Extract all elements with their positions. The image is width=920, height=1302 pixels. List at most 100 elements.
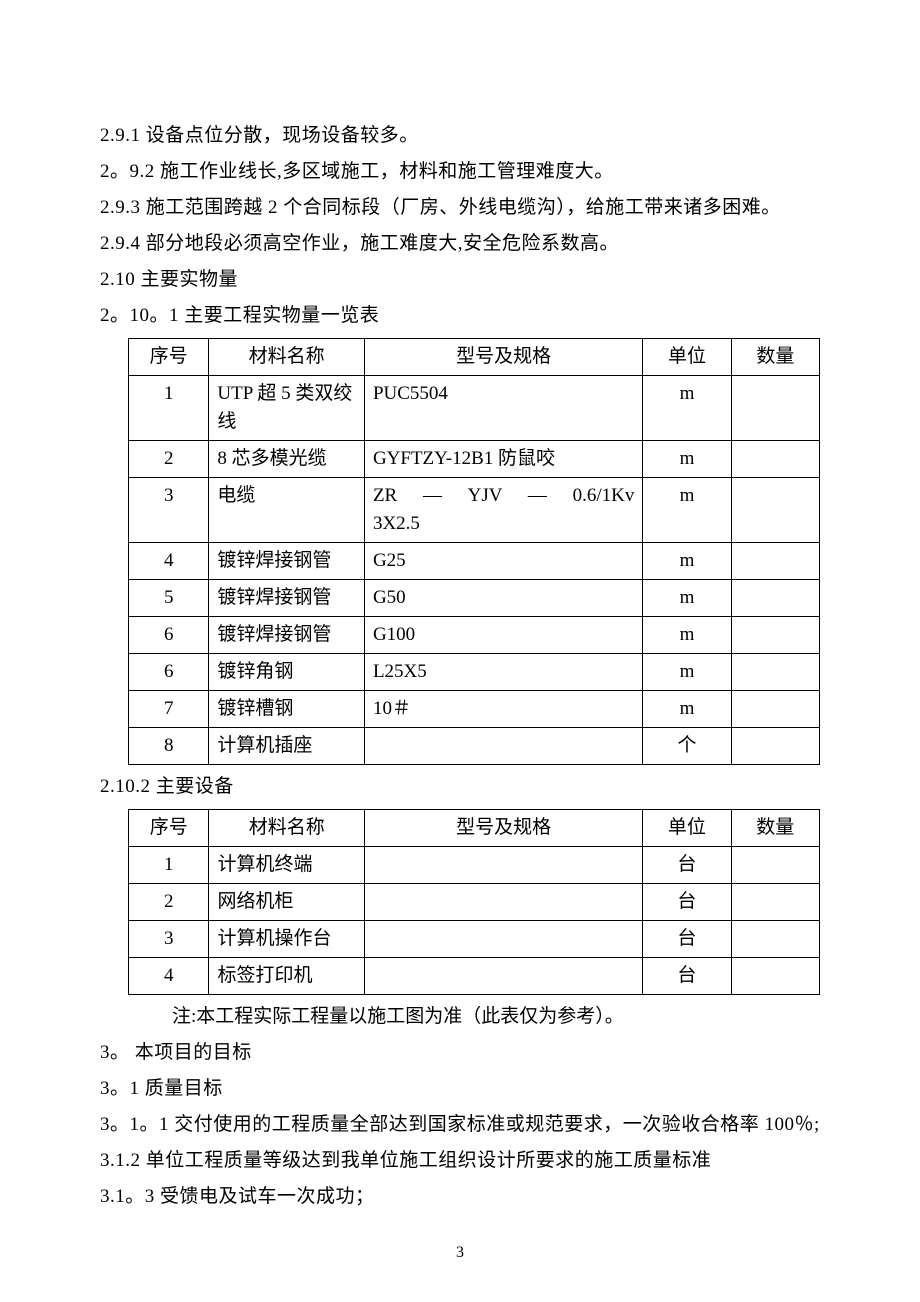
paragraph: 2.10 主要实物量 [100,262,820,298]
col-header-spec: 型号及规格 [365,810,643,847]
table-row: 4 镀锌焊接钢管 G25 m [129,543,820,580]
cell-qty [731,580,819,617]
cell-spec: PUC5504 [364,376,642,441]
cell-qty [731,691,819,728]
col-header-seq: 序号 [129,339,209,376]
cell-unit: m [643,617,731,654]
cell-qty [731,728,819,765]
table-row: 8 计算机插座 个 [129,728,820,765]
cell-qty [731,884,819,921]
paragraph: 3。1。1 交付使用的工程质量全部达到国家标准或规范要求，一次验收合格率 100… [100,1107,820,1143]
table-header-row: 序号 材料名称 型号及规格 单位 数量 [129,810,820,847]
cell-seq: 2 [129,884,209,921]
paragraph: 2。9.2 施工作业线长,多区域施工，材料和施工管理难度大。 [100,154,820,190]
cell-name: 计算机操作台 [209,921,365,958]
cell-name: 计算机终端 [209,847,365,884]
cell-spec [364,728,642,765]
cell-spec: G50 [364,580,642,617]
cell-spec: ZR — YJV — 0.6/1Kv3X2.5 [364,478,642,543]
table-row: 5 镀锌焊接钢管 G50 m [129,580,820,617]
cell-seq: 2 [129,441,209,478]
col-header-spec: 型号及规格 [364,339,642,376]
cell-qty [731,921,819,958]
paragraph: 3。1 质量目标 [100,1071,820,1107]
col-header-seq: 序号 [129,810,209,847]
cell-spec [365,884,643,921]
cell-name: 8 芯多模光缆 [209,441,365,478]
table-row: 3 电缆 ZR — YJV — 0.6/1Kv3X2.5 m [129,478,820,543]
table-header-row: 序号 材料名称 型号及规格 单位 数量 [129,339,820,376]
cell-unit: m [643,654,731,691]
cell-seq: 3 [129,478,209,543]
cell-qty [731,617,819,654]
cell-qty [731,958,819,995]
paragraph: 2。10。1 主要工程实物量一览表 [100,298,820,334]
cell-name: 镀锌焊接钢管 [209,617,365,654]
cell-unit: 台 [643,958,731,995]
table-row: 2 网络机柜 台 [129,884,820,921]
table-row: 1 UTP 超 5 类双绞线 PUC5504 m [129,376,820,441]
cell-name: 网络机柜 [209,884,365,921]
paragraph: 2.9.1 设备点位分散，现场设备较多。 [100,118,820,154]
col-header-unit: 单位 [643,339,731,376]
equipment-table: 序号 材料名称 型号及规格 单位 数量 1 计算机终端 台 2 网络机柜 台 3… [128,809,820,995]
cell-unit: m [643,441,731,478]
col-header-qty: 数量 [731,339,819,376]
cell-unit: m [643,376,731,441]
cell-name: 镀锌焊接钢管 [209,543,365,580]
materials-table: 序号 材料名称 型号及规格 单位 数量 1 UTP 超 5 类双绞线 PUC55… [128,338,820,765]
table-note: 注:本工程实际工程量以施工图为准（此表仅为参考）。 [172,999,820,1035]
paragraph: 2.10.2 主要设备 [100,769,820,805]
cell-spec: G25 [364,543,642,580]
cell-unit: 个 [643,728,731,765]
paragraph: 2.9.4 部分地段必须高空作业，施工难度大,安全危险系数高。 [100,226,820,262]
cell-spec [365,958,643,995]
cell-seq: 4 [129,543,209,580]
table-row: 6 镀锌焊接钢管 G100 m [129,617,820,654]
cell-qty [731,654,819,691]
cell-unit: m [643,543,731,580]
cell-name: 电缆 [209,478,365,543]
col-header-name: 材料名称 [209,810,365,847]
table-row: 4 标签打印机 台 [129,958,820,995]
table-row: 3 计算机操作台 台 [129,921,820,958]
cell-seq: 1 [129,376,209,441]
cell-seq: 5 [129,580,209,617]
paragraph: 3.1.2 单位工程质量等级达到我单位施工组织设计所要求的施工质量标准 [100,1143,820,1179]
cell-spec: 10＃ [364,691,642,728]
cell-name: 标签打印机 [209,958,365,995]
cell-qty [731,847,819,884]
cell-seq: 1 [129,847,209,884]
cell-name: 镀锌焊接钢管 [209,580,365,617]
col-header-qty: 数量 [731,810,819,847]
cell-spec: GYFTZY-12B1 防鼠咬 [364,441,642,478]
cell-qty [731,441,819,478]
cell-unit: m [643,691,731,728]
cell-name: 计算机插座 [209,728,365,765]
cell-spec [365,921,643,958]
cell-qty [731,478,819,543]
col-header-name: 材料名称 [209,339,365,376]
paragraph: 2.9.3 施工范围跨越 2 个合同标段（厂房、外线电缆沟），给施工带来诸多困难… [100,190,820,226]
cell-seq: 6 [129,617,209,654]
table-row: 7 镀锌槽钢 10＃ m [129,691,820,728]
cell-name: 镀锌角钢 [209,654,365,691]
cell-seq: 6 [129,654,209,691]
cell-unit: 台 [643,884,731,921]
cell-spec: G100 [364,617,642,654]
cell-name: 镀锌槽钢 [209,691,365,728]
cell-seq: 8 [129,728,209,765]
cell-seq: 7 [129,691,209,728]
cell-unit: m [643,478,731,543]
cell-spec: L25X5 [364,654,642,691]
cell-seq: 3 [129,921,209,958]
cell-unit: 台 [643,921,731,958]
page-number: 3 [0,1244,920,1262]
cell-unit: m [643,580,731,617]
document-page: 2.9.1 设备点位分散，现场设备较多。 2。9.2 施工作业线长,多区域施工，… [0,0,920,1302]
cell-spec [365,847,643,884]
cell-unit: 台 [643,847,731,884]
paragraph: 3。 本项目的目标 [100,1035,820,1071]
cell-name: UTP 超 5 类双绞线 [209,376,365,441]
table-row: 1 计算机终端 台 [129,847,820,884]
